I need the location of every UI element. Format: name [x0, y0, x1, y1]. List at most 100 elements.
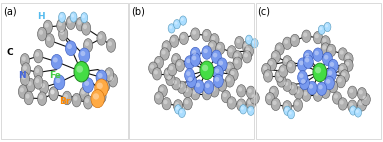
Ellipse shape: [18, 85, 28, 98]
Ellipse shape: [329, 80, 338, 93]
Ellipse shape: [328, 59, 338, 73]
Ellipse shape: [284, 103, 288, 107]
Ellipse shape: [321, 36, 330, 48]
Ellipse shape: [210, 85, 219, 97]
Ellipse shape: [54, 75, 65, 90]
Ellipse shape: [215, 68, 219, 73]
Ellipse shape: [82, 15, 85, 18]
Ellipse shape: [298, 71, 308, 84]
Ellipse shape: [313, 89, 322, 101]
Ellipse shape: [156, 59, 160, 63]
Ellipse shape: [278, 77, 282, 82]
Ellipse shape: [340, 70, 349, 82]
Ellipse shape: [175, 21, 178, 25]
Ellipse shape: [357, 99, 367, 111]
Ellipse shape: [98, 92, 102, 97]
Ellipse shape: [95, 79, 108, 97]
Ellipse shape: [218, 79, 227, 91]
Ellipse shape: [322, 52, 332, 66]
Ellipse shape: [162, 97, 171, 110]
Ellipse shape: [35, 52, 39, 57]
Ellipse shape: [246, 97, 255, 110]
Ellipse shape: [303, 55, 313, 68]
Ellipse shape: [202, 46, 212, 59]
Ellipse shape: [177, 81, 187, 94]
Ellipse shape: [175, 105, 182, 114]
Ellipse shape: [180, 16, 187, 25]
Ellipse shape: [328, 71, 332, 75]
Ellipse shape: [233, 57, 242, 69]
Ellipse shape: [53, 57, 58, 62]
Ellipse shape: [179, 84, 183, 88]
Ellipse shape: [102, 81, 106, 86]
Ellipse shape: [211, 87, 215, 91]
Ellipse shape: [83, 24, 87, 29]
Ellipse shape: [238, 101, 242, 106]
Ellipse shape: [67, 44, 72, 49]
Ellipse shape: [213, 66, 223, 79]
Ellipse shape: [203, 49, 208, 53]
Ellipse shape: [204, 90, 208, 94]
Ellipse shape: [28, 81, 31, 86]
Ellipse shape: [273, 53, 277, 57]
Ellipse shape: [295, 101, 299, 106]
Ellipse shape: [246, 47, 250, 52]
Ellipse shape: [305, 58, 309, 62]
Ellipse shape: [76, 66, 83, 73]
Ellipse shape: [35, 68, 39, 73]
Ellipse shape: [43, 20, 52, 34]
Ellipse shape: [315, 91, 319, 96]
Ellipse shape: [96, 70, 107, 85]
Ellipse shape: [210, 34, 219, 46]
Ellipse shape: [318, 85, 323, 89]
Text: N: N: [18, 71, 26, 80]
Ellipse shape: [23, 65, 27, 70]
Text: (c): (c): [257, 6, 270, 16]
Ellipse shape: [328, 47, 332, 51]
Ellipse shape: [332, 92, 342, 104]
Ellipse shape: [283, 101, 292, 113]
Ellipse shape: [242, 51, 252, 63]
Ellipse shape: [271, 98, 280, 111]
Ellipse shape: [361, 93, 370, 106]
Ellipse shape: [322, 38, 326, 42]
Ellipse shape: [300, 76, 309, 90]
Ellipse shape: [216, 42, 225, 55]
Ellipse shape: [229, 68, 238, 81]
Ellipse shape: [330, 83, 334, 87]
Ellipse shape: [235, 36, 244, 49]
Text: Fe: Fe: [49, 71, 61, 80]
Ellipse shape: [45, 23, 49, 28]
Ellipse shape: [85, 98, 89, 103]
Ellipse shape: [247, 106, 254, 115]
Ellipse shape: [58, 21, 62, 26]
Ellipse shape: [227, 77, 231, 82]
Ellipse shape: [210, 43, 213, 47]
Ellipse shape: [277, 45, 280, 50]
Ellipse shape: [227, 46, 236, 58]
Ellipse shape: [168, 63, 177, 76]
Ellipse shape: [188, 77, 193, 82]
Ellipse shape: [49, 87, 58, 101]
Ellipse shape: [247, 37, 250, 40]
Ellipse shape: [205, 83, 210, 88]
Ellipse shape: [289, 111, 292, 115]
Ellipse shape: [108, 73, 118, 87]
Ellipse shape: [190, 47, 200, 61]
Ellipse shape: [223, 93, 227, 97]
Ellipse shape: [314, 51, 319, 55]
Ellipse shape: [183, 85, 192, 98]
Ellipse shape: [348, 86, 357, 99]
Ellipse shape: [286, 60, 296, 73]
Ellipse shape: [74, 96, 77, 101]
Ellipse shape: [38, 27, 47, 41]
Ellipse shape: [26, 94, 29, 99]
Ellipse shape: [246, 35, 252, 44]
Ellipse shape: [98, 34, 102, 39]
Ellipse shape: [305, 53, 309, 58]
Ellipse shape: [225, 75, 234, 87]
Ellipse shape: [108, 41, 112, 46]
Ellipse shape: [325, 24, 328, 27]
Ellipse shape: [322, 45, 326, 50]
Ellipse shape: [219, 82, 223, 86]
